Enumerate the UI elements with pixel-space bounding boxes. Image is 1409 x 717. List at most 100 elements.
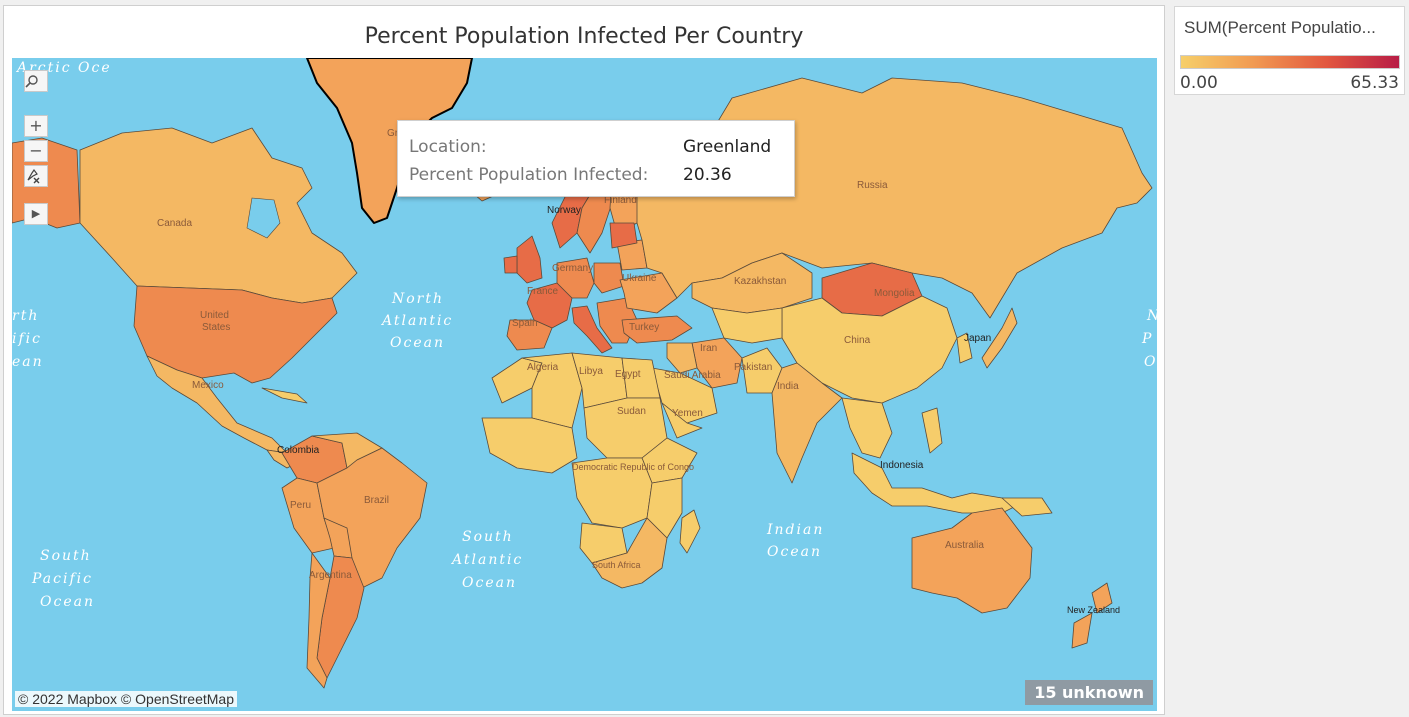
country-india[interactable] bbox=[771, 362, 843, 484]
label-drc: Democratic Republic of Congo bbox=[572, 462, 694, 472]
svg-text:South: South bbox=[462, 529, 514, 545]
page-title: Percent Population Infected Per Country bbox=[364, 24, 804, 49]
country-indonesia[interactable] bbox=[851, 452, 1023, 514]
label-kazakhstan: Kazakhstan bbox=[734, 276, 786, 287]
legend-min: 0.00 bbox=[1180, 73, 1218, 93]
tooltip-metric-label: Percent Population Infected: bbox=[409, 165, 649, 185]
label-china: China bbox=[844, 335, 871, 346]
country-greenland[interactable] bbox=[306, 58, 473, 224]
label-turkey: Turkey bbox=[629, 322, 659, 333]
search-icon[interactable] bbox=[24, 70, 48, 92]
label-france: France bbox=[527, 286, 559, 297]
svg-text:Atlantic: Atlantic bbox=[450, 552, 523, 568]
label-united-states: United States bbox=[200, 310, 230, 333]
country-east-africa[interactable] bbox=[646, 477, 683, 539]
country-se-asia[interactable] bbox=[841, 397, 893, 459]
svg-text:N: N bbox=[1146, 308, 1157, 324]
country-turkey[interactable] bbox=[621, 315, 693, 344]
svg-text:North: North bbox=[391, 291, 444, 307]
country-kazakhstan[interactable] bbox=[691, 252, 813, 314]
ocean-north-pacific-left: rth ific ean bbox=[12, 308, 42, 370]
label-canada: Canada bbox=[157, 218, 192, 229]
tooltip-location-value: Greenland bbox=[683, 137, 772, 157]
tooltip-metric-value: 20.36 bbox=[683, 165, 732, 185]
svg-text:ific: ific bbox=[12, 331, 42, 347]
ocean-north-pacific-right: N P O bbox=[1141, 308, 1157, 370]
tooltip: Location: Greenland Percent Population I… bbox=[397, 120, 795, 197]
label-australia: Australia bbox=[945, 540, 984, 551]
label-south-africa: South Africa bbox=[592, 560, 641, 570]
label-yemen: Yemen bbox=[672, 408, 703, 419]
country-australia[interactable] bbox=[911, 507, 1033, 614]
label-iran: Iran bbox=[700, 343, 717, 354]
country-cuba[interactable] bbox=[261, 387, 308, 404]
label-pakistan: Pakistan bbox=[734, 362, 772, 373]
country-japan[interactable] bbox=[981, 307, 1018, 369]
country-newzealand[interactable] bbox=[1071, 582, 1113, 649]
label-colombia: Colombia bbox=[277, 445, 320, 456]
country-italy[interactable] bbox=[571, 305, 613, 354]
color-legend[interactable]: SUM(Percent Populatio... 0.00 65.33 bbox=[1174, 6, 1405, 95]
country-ireland[interactable] bbox=[503, 255, 518, 274]
label-argentina: Argentina bbox=[309, 570, 352, 581]
label-japan: Japan bbox=[964, 333, 991, 344]
legend-max: 65.33 bbox=[1350, 73, 1399, 93]
label-norway: Norway bbox=[547, 205, 581, 216]
country-uk[interactable] bbox=[516, 235, 543, 284]
label-new-zealand: New Zealand bbox=[1067, 605, 1120, 615]
label-greenland: Gr bbox=[387, 128, 399, 139]
country-chile[interactable] bbox=[306, 552, 331, 689]
ocean-indian: Indian Ocean bbox=[766, 522, 824, 560]
tooltip-location-label: Location: bbox=[409, 137, 487, 157]
country-iraq[interactable] bbox=[666, 342, 698, 374]
country-philippines[interactable] bbox=[921, 407, 943, 454]
label-germany: Germany bbox=[552, 263, 593, 274]
svg-text:Atlantic: Atlantic bbox=[380, 313, 453, 329]
svg-text:O: O bbox=[1144, 354, 1157, 370]
svg-text:Indian: Indian bbox=[766, 522, 824, 538]
label-egypt: Egypt bbox=[615, 369, 641, 380]
map-worksheet: Percent Population Infected Per Country bbox=[3, 5, 1165, 715]
zoom-out-button[interactable]: − bbox=[24, 140, 48, 162]
svg-text:Ocean: Ocean bbox=[390, 335, 445, 351]
svg-text:Ocean: Ocean bbox=[40, 594, 95, 610]
pin-clear-icon[interactable] bbox=[24, 165, 48, 187]
label-ukraine: Ukraine bbox=[622, 273, 657, 284]
ocean-south-pacific: South Pacific Ocean bbox=[31, 548, 95, 610]
legend-gradient bbox=[1180, 55, 1400, 69]
label-algeria: Algeria bbox=[527, 362, 559, 373]
ocean-north-atlantic: North Atlantic Ocean bbox=[380, 291, 453, 351]
country-madagascar[interactable] bbox=[679, 509, 701, 554]
label-sudan: Sudan bbox=[617, 406, 646, 417]
country-korea[interactable] bbox=[956, 332, 973, 364]
svg-text:South: South bbox=[40, 548, 92, 564]
label-indonesia: Indonesia bbox=[880, 460, 924, 471]
country-stans[interactable] bbox=[711, 307, 783, 344]
country-poland[interactable] bbox=[593, 262, 625, 294]
country-southern-africa[interactable] bbox=[591, 517, 668, 589]
label-mexico: Mexico bbox=[192, 380, 224, 391]
expand-toolbar-button[interactable]: ▶ bbox=[24, 203, 48, 225]
zoom-in-button[interactable]: + bbox=[24, 115, 48, 137]
country-spain[interactable] bbox=[506, 319, 553, 351]
label-mongolia: Mongolia bbox=[874, 288, 915, 299]
ocean-south-atlantic: South Atlantic Ocean bbox=[450, 529, 523, 591]
svg-text:Ocean: Ocean bbox=[462, 575, 517, 591]
unknown-badge[interactable]: 15 unknown bbox=[1025, 680, 1153, 705]
label-saudi: Saudi Arabia bbox=[664, 370, 721, 381]
country-png[interactable] bbox=[1001, 497, 1053, 517]
legend-title: SUM(Percent Populatio... bbox=[1184, 18, 1376, 37]
svg-text:P: P bbox=[1141, 331, 1153, 347]
map-attribution[interactable]: © 2022 Mapbox © OpenStreetMap bbox=[15, 691, 237, 707]
label-russia: Russia bbox=[857, 180, 888, 191]
country-west-africa[interactable] bbox=[481, 417, 578, 474]
svg-text:rth: rth bbox=[12, 308, 39, 324]
label-peru: Peru bbox=[290, 500, 311, 511]
country-yemen[interactable] bbox=[661, 402, 703, 439]
label-india: India bbox=[777, 381, 799, 392]
country-baltics[interactable] bbox=[609, 222, 638, 249]
label-spain: Spain bbox=[512, 318, 538, 329]
country-germany[interactable] bbox=[556, 257, 595, 299]
label-brazil: Brazil bbox=[364, 495, 389, 506]
country-canada[interactable] bbox=[79, 127, 358, 304]
